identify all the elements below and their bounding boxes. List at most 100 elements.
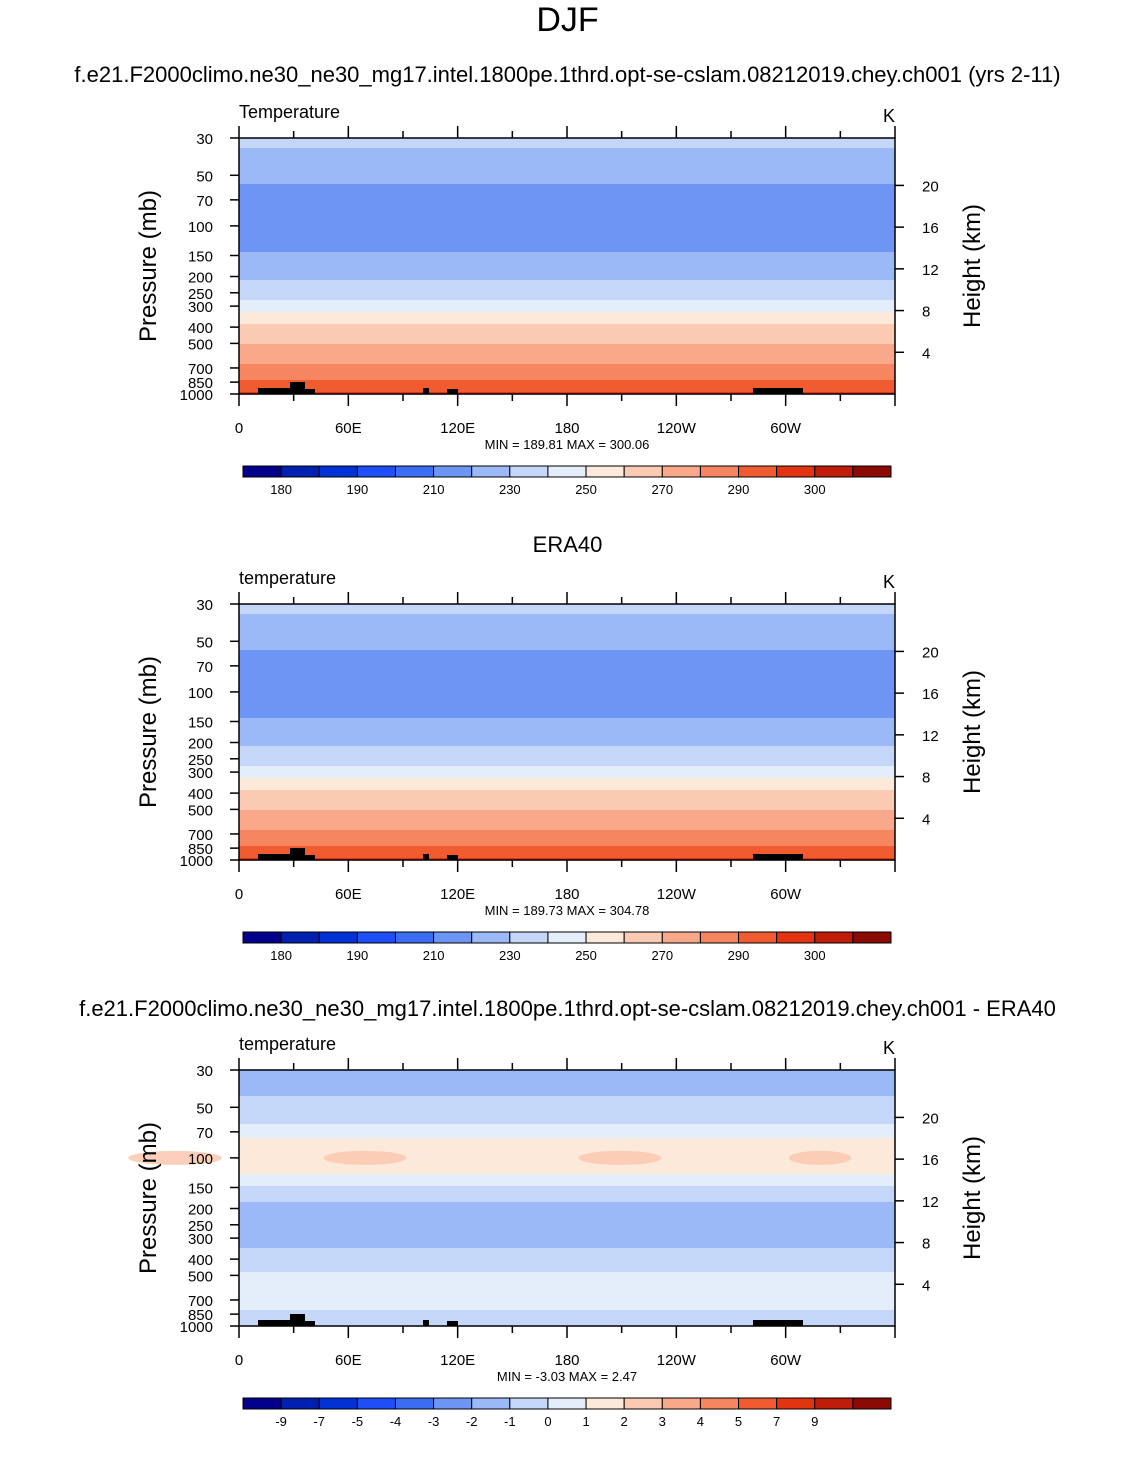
contour-band xyxy=(239,628,895,631)
contour-band xyxy=(239,680,895,683)
colorbar-label: 290 xyxy=(728,948,750,963)
contour-band xyxy=(239,1264,895,1267)
contour-band xyxy=(239,272,895,275)
contour-band xyxy=(239,304,895,307)
contour-band xyxy=(239,1284,895,1287)
contour-band xyxy=(239,228,895,231)
contour-band xyxy=(239,356,895,359)
contour-band xyxy=(239,840,895,843)
height-tick-label: 16 xyxy=(922,1152,939,1169)
contour-band xyxy=(239,1158,895,1161)
contour-band xyxy=(239,844,895,847)
contour-band xyxy=(239,622,895,625)
contour-band xyxy=(239,608,895,611)
contour-band xyxy=(239,1206,895,1209)
contour-band xyxy=(239,248,895,251)
contour-band xyxy=(239,702,895,705)
contour-band xyxy=(239,1210,895,1213)
contour-band xyxy=(239,806,895,809)
contour-band xyxy=(239,218,895,221)
colorbar-cell xyxy=(433,465,473,478)
contour-band xyxy=(239,732,895,735)
pressure-tick-label: 500 xyxy=(188,336,213,353)
contour-band xyxy=(239,674,895,677)
contour-band xyxy=(239,194,895,197)
contour-band xyxy=(239,164,895,167)
contour-band xyxy=(239,224,895,227)
colorbar-label: 2 xyxy=(621,1414,628,1429)
contour-band xyxy=(239,324,895,327)
colorbar-cell xyxy=(547,1397,587,1410)
contour-band xyxy=(239,784,895,787)
contour-band xyxy=(239,350,895,353)
contour-band xyxy=(239,254,895,257)
contour-band xyxy=(239,730,895,733)
contour-band xyxy=(239,328,895,331)
contour-band xyxy=(239,650,895,653)
contour-band xyxy=(239,1220,895,1223)
contour-band xyxy=(239,386,895,389)
contour-band xyxy=(239,728,895,731)
contour-band xyxy=(239,698,895,701)
contour-band xyxy=(239,1196,895,1199)
contour-band xyxy=(239,722,895,725)
contour-band xyxy=(239,842,895,845)
contour-band xyxy=(239,694,895,697)
contour-band xyxy=(239,1228,895,1231)
colorbar-label: 300 xyxy=(804,948,826,963)
contour-band xyxy=(239,1234,895,1237)
contour-band xyxy=(239,322,895,325)
contour-band xyxy=(239,786,895,789)
colorbar-cell xyxy=(242,1397,282,1410)
contour-band xyxy=(239,1100,895,1103)
contour-band xyxy=(239,662,895,665)
lon-tick-label: 120W xyxy=(657,1352,697,1369)
contour-band xyxy=(239,242,895,245)
contour-band xyxy=(239,790,895,793)
contour-band xyxy=(239,1256,895,1259)
contour-band xyxy=(239,268,895,271)
era40-temperature-panel: temperature K3050701001502002503004005007… xyxy=(135,568,986,963)
contour-band xyxy=(239,822,895,825)
pressure-tick-label: 200 xyxy=(188,1202,213,1219)
colorbar-label: 210 xyxy=(423,482,445,497)
contour-band xyxy=(239,202,895,205)
contour-band xyxy=(239,1258,895,1261)
contour-band xyxy=(239,312,895,315)
pressure-tick-label: 850 xyxy=(188,375,213,392)
contour-band xyxy=(239,1162,895,1165)
contour-band xyxy=(239,314,895,317)
contour-band xyxy=(239,846,895,849)
contour-band xyxy=(239,672,895,675)
contour-band xyxy=(239,714,895,717)
contour-band xyxy=(239,768,895,771)
contour-band xyxy=(239,1300,895,1303)
contour-band xyxy=(239,1282,895,1285)
difference-temperature-panel: temperature K3050701001502002503004005007… xyxy=(128,1034,986,1429)
contour-band xyxy=(239,384,895,387)
lon-tick-label: 60W xyxy=(770,886,802,903)
contour-band xyxy=(239,766,895,769)
topography-mask xyxy=(258,388,290,394)
colorbar-label: 0 xyxy=(544,1414,551,1429)
contour-band xyxy=(239,288,895,291)
contour-field xyxy=(128,1070,895,1327)
topography-mask xyxy=(290,848,305,860)
contour-band xyxy=(239,200,895,203)
contour-band xyxy=(239,378,895,381)
contour-band xyxy=(239,140,895,143)
contour-band xyxy=(239,738,895,741)
contour-band xyxy=(239,1120,895,1123)
contour-band xyxy=(239,326,895,329)
contour-band xyxy=(239,686,895,689)
colorbar-cell xyxy=(356,465,396,478)
contour-band xyxy=(239,1080,895,1083)
contour-band xyxy=(239,716,895,719)
topography-mask xyxy=(258,854,290,860)
contour-band xyxy=(239,176,895,179)
contour-band xyxy=(239,316,895,319)
contour-band xyxy=(239,1130,895,1133)
contour-band xyxy=(239,758,895,761)
colorbar-label: 290 xyxy=(728,482,750,497)
contour-band xyxy=(239,162,895,165)
